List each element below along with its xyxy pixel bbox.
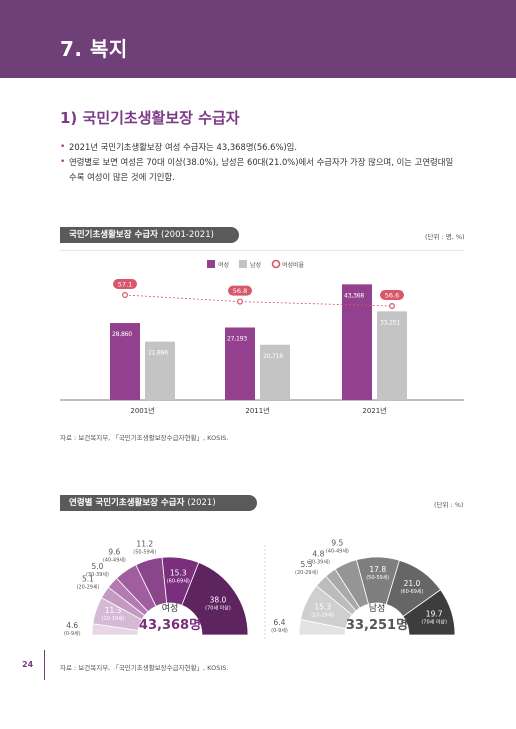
slice-value-label: 9.6 [108,547,120,556]
category-label: 2021년 [362,406,386,415]
bar-chart: 여성 남성 여성비율 28,860 21,896 2001년 27,193 20,716… [60,250,464,415]
slice-value-label: 5.5 [301,560,313,569]
ratio-line [124,294,393,307]
chapter-title: 7. 복지 [60,37,128,61]
slice-value-label: 5.1 [82,574,94,583]
female-center-label: 여성 [162,602,179,614]
female-total: 43,368명 [139,617,201,633]
slice-value-label: 9.5 [331,538,343,547]
bar-female-label: 43,368 [344,292,364,299]
section-title: 1) 국민기초생활보장 수급자 [60,109,240,127]
bar-male-label: 20,716 [263,353,283,360]
slice-age-label: (10-19세) [311,611,334,618]
ratio-label-badge [228,285,252,296]
bullet-item: • 2021년 국민기초생활보장 여성 수급자는 43,368명(56.6%)임. [60,140,460,155]
bar-male [260,344,290,400]
slice-value-label: 15.3 [314,602,331,611]
slice-value-label: 6.4 [274,618,286,627]
chart1-title: 국민기초생활보장 수급자 (2001-2021) [60,227,239,243]
legend-male-label: 남성 [250,261,261,269]
legend-male-swatch [239,260,247,268]
bar-female [110,323,140,400]
slice-value-label: 11.3 [105,606,122,615]
ratio-label-badge [113,279,137,289]
bar-female [342,284,372,400]
age-donut-charts: 4.6(0-9세)11.3(10-19세)5.1(20-29세)5.0(30-3… [64,538,456,640]
legend-female-swatch [207,260,215,268]
slice-age-label: (30-39세) [86,571,109,578]
slice-age-label: (30-39세) [307,558,330,565]
male-center-label: 남성 [369,603,386,614]
male-total: 33,251명 [346,617,408,633]
slice-age-label: (70세 이상) [205,604,231,611]
ratio-label-badge [380,290,404,300]
bar-female-label: 28,860 [112,331,132,338]
bar-male [377,311,407,400]
chart2-unit: (단위 : %) [434,501,464,509]
bar-male-label: 21,896 [148,350,168,357]
slice-value-label: 17.8 [369,565,386,574]
slice-age-label: (50-59세) [133,549,156,556]
slice-value-label: 5.0 [91,562,103,571]
slice-value-label: 4.6 [66,621,78,630]
slice-age-label: (20-29세) [76,583,99,590]
slice-value-label: 21.0 [404,579,421,588]
chart2-title: 연령별 국민기초생활보장 수급자 (2021) [60,495,257,511]
ratio-point [237,298,244,305]
ratio-label: 57.1 [118,281,132,289]
chart2-source: 자료 : 보건복지부, 「국민기초생활보장수급자현황」, KOSIS. [60,664,229,672]
ratio-label: 56.6 [385,292,399,300]
slice-age-label: (20-29세) [295,569,318,576]
slice-value-label: 11.2 [136,540,153,549]
slice-age-label: (10-19세) [102,615,125,622]
slice-age-label: (70세 이상) [421,619,447,626]
slice-value-label: 4.8 [312,549,324,558]
ratio-point [389,302,396,309]
slice-value-label: 19.7 [426,610,443,619]
legend-ratio-marker [271,259,281,269]
slice-age-label: (40-49세) [326,547,349,554]
bullet-dot-icon: • [60,157,66,167]
page-number-rule [44,650,45,680]
slice-value-label: 15.3 [170,569,187,578]
chart1-unit: (단위 : 명, %) [425,233,465,241]
bar-female [225,327,255,400]
chart1-source: 자료 : 보건복지부, 「국민기초생활보장수급자현황」, KOSIS. [60,434,229,442]
slice-age-label: (60-69세) [400,588,423,595]
bullet-dot-icon: • [60,142,66,152]
donut-slice [181,561,249,636]
slice-age-label: (0-9세) [64,630,81,637]
slice-age-label: (0-9세) [271,627,288,634]
donut-slice [402,589,456,636]
bar-male-label: 33,251 [380,319,400,326]
slice-value-label: 38.0 [210,595,227,604]
page-number: 24 [22,660,34,669]
legend-female-label: 여성 [218,261,229,269]
ratio-point [121,291,128,298]
legend-ratio-label: 여성비율 [282,261,305,269]
bullet-item: • 연령별로 보면 여성은 70대 이상(38.0%), 남성은 60대(21.0… [60,157,454,182]
slice-age-label: (40-49세) [103,556,126,563]
category-label: 2001년 [130,406,154,415]
ratio-label: 56.8 [233,287,247,295]
bullet-list: • 2021년 국민기초생활보장 여성 수급자는 43,368명(56.6%)임.… [60,140,460,185]
slice-age-label: (50-59세) [366,574,389,581]
page-header: 7. 복지 [0,0,516,78]
bar-male [145,341,175,400]
chart1-legend: 여성 남성 여성비율 [207,259,305,269]
slice-age-label: (60-69세) [167,578,190,585]
bar-female-label: 27,193 [227,335,247,342]
category-label: 2011년 [245,406,269,415]
